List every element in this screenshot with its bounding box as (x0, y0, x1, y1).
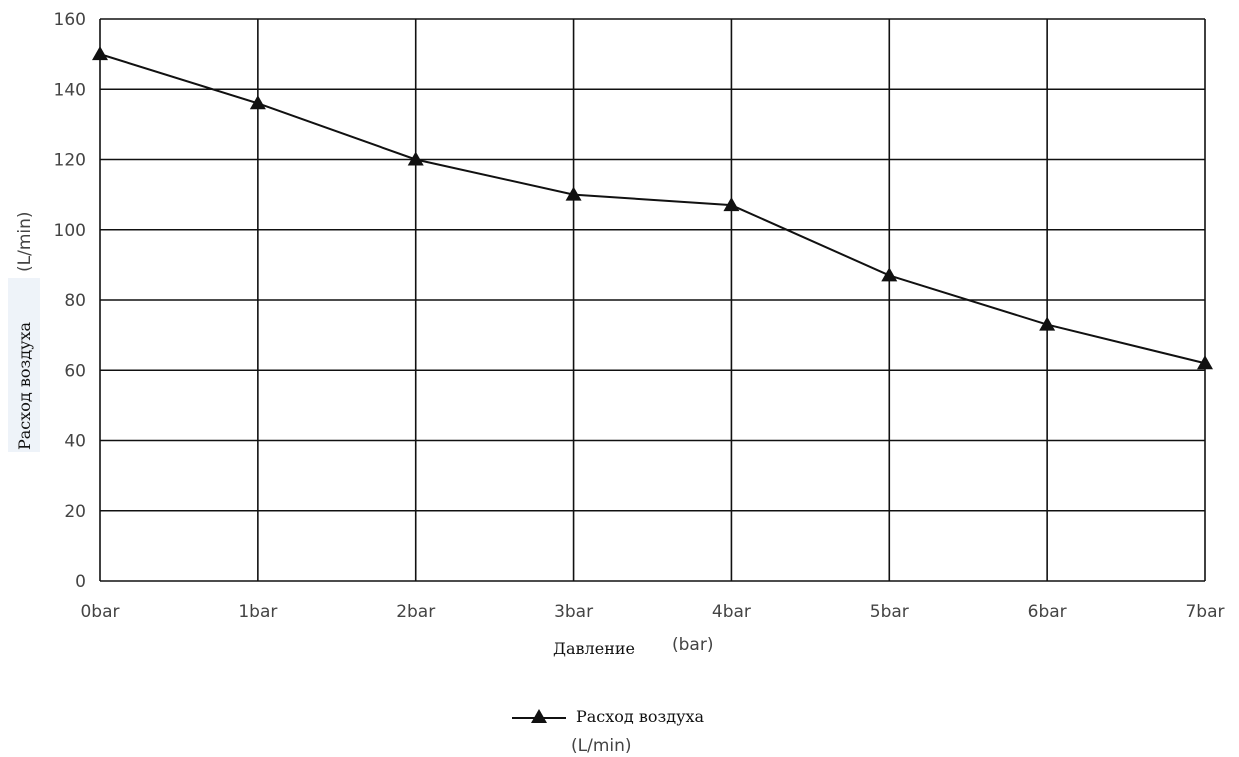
x-tick-label: 1bar (238, 602, 277, 622)
grid (99, 18, 1206, 582)
legend-label: Расход воздуха (576, 707, 705, 726)
y-tick-label: 120 (54, 151, 86, 171)
data-point (1039, 316, 1056, 331)
y-tick-label: 80 (64, 291, 86, 311)
legend-unit: (L/min) (571, 736, 632, 756)
x-tick-label: 2bar (396, 602, 435, 622)
y-tick-label: 60 (64, 361, 86, 381)
data-point (723, 197, 740, 212)
x-axis-ticks: 0bar 1bar 2bar 3bar 4bar 5bar 6bar 7bar (80, 602, 1224, 622)
x-tick-label: 7bar (1185, 602, 1224, 622)
y-tick-label: 140 (54, 80, 86, 100)
y-tick-label: 20 (64, 502, 86, 522)
series-line (99, 53, 1206, 365)
data-point (92, 46, 108, 61)
data-point (249, 95, 266, 110)
y-tick-label: 160 (54, 10, 86, 30)
y-tick-label: 100 (54, 221, 86, 241)
data-point (1197, 355, 1213, 370)
y-axis-ticks: 0 20 40 60 80 100 120 140 160 (54, 10, 86, 592)
legend: Расход воздуха (L/min) (512, 707, 705, 756)
x-tick-label: 4bar (712, 602, 751, 622)
x-tick-label: 3bar (554, 602, 593, 622)
y-axis-label-group: Расход воздуха (L/min) (8, 211, 40, 452)
x-axis-unit: (bar) (672, 635, 713, 655)
y-tick-label: 40 (64, 432, 86, 452)
y-axis-label-background (8, 278, 40, 452)
data-point (881, 267, 898, 282)
x-axis-label: Давление (553, 639, 635, 658)
data-point (407, 151, 424, 166)
x-axis-label-group: Давление (bar) (553, 635, 713, 658)
x-tick-label: 0bar (80, 602, 119, 622)
y-axis-label: Расход воздуха (15, 321, 34, 450)
y-axis-unit: (L/min) (15, 211, 35, 272)
data-point (565, 186, 582, 201)
x-tick-label: 6bar (1028, 602, 1067, 622)
y-tick-label: 0 (75, 572, 86, 592)
x-tick-label: 5bar (870, 602, 909, 622)
series-layer (92, 46, 1213, 370)
triangle-icon (531, 709, 547, 723)
